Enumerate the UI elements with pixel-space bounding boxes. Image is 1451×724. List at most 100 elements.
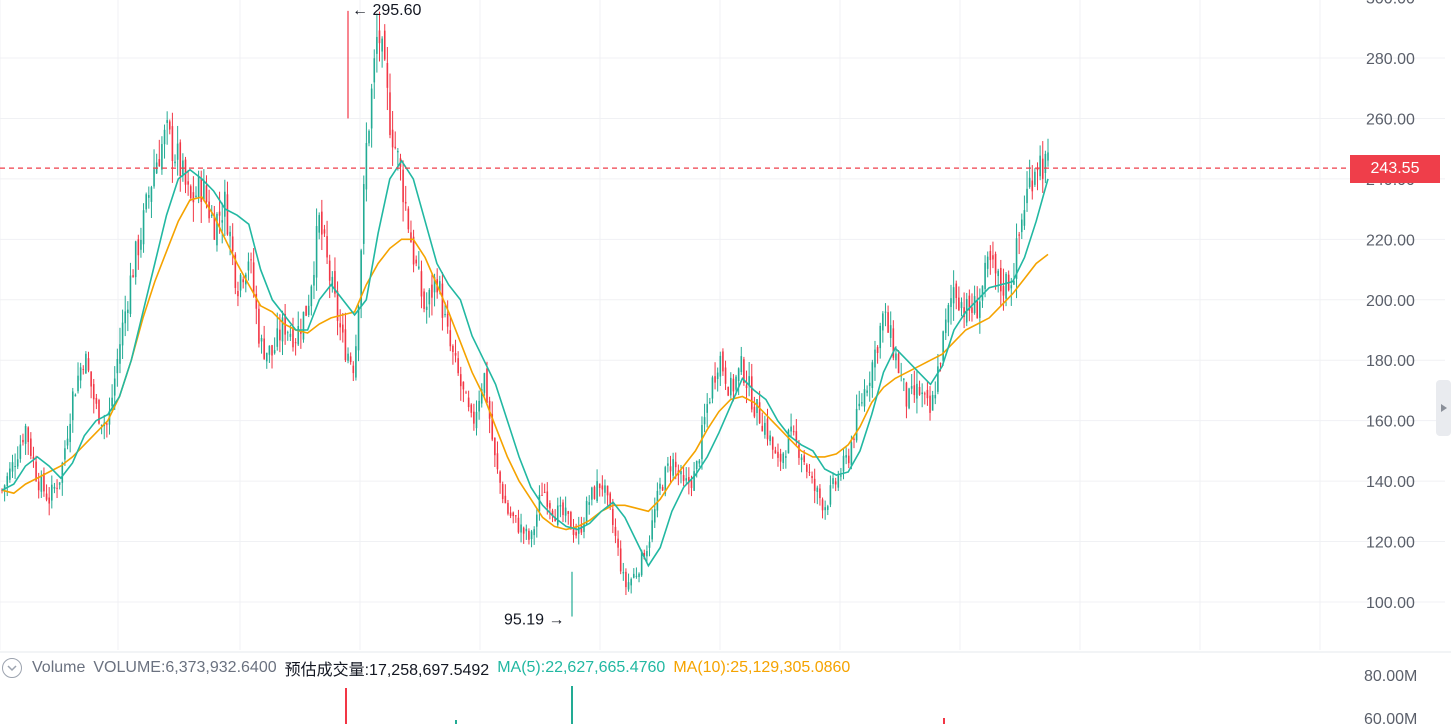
candle-body [803,455,805,463]
candle-body [661,486,664,491]
volume-bar [455,720,457,724]
candle-body [929,395,931,413]
candle-body [986,256,989,269]
candle-body [551,510,554,517]
candle-body [336,291,339,321]
candle-body [680,471,682,475]
candle-body [71,391,74,421]
candle-body [226,194,229,235]
candle-body [937,366,939,392]
candle-body [530,531,533,540]
candle-body [716,372,719,380]
candle-body [124,311,127,324]
candle-body [58,482,61,485]
candle-body [667,463,669,466]
candle-body [580,525,583,533]
candle-body [921,392,923,395]
candle-body [625,571,627,588]
candle-body [1002,286,1005,296]
candle-body [787,429,790,454]
candle-body [279,329,281,341]
candle-body [404,201,407,204]
candle-body [950,298,952,307]
candle-body [800,457,803,460]
candle-body [339,323,341,328]
candle-body [90,371,92,387]
candle-body [955,283,958,299]
scroll-right-handle[interactable] [1436,380,1451,436]
candle-body [323,229,326,234]
candle-body [771,437,774,450]
candle-body [106,423,108,425]
candle-body [499,471,501,483]
candle-body [769,435,771,442]
candle-body [203,180,205,201]
candle-body [431,284,433,298]
candle-body [889,325,892,338]
candle-body [168,121,171,130]
candle-body [389,92,391,136]
candle-body [30,438,32,456]
candle-body [897,353,900,374]
candle-body [942,331,944,361]
candle-body [669,466,672,472]
candle-body [824,507,826,511]
candle-body [764,422,766,435]
candle-body [362,184,365,244]
candle-body [737,368,740,382]
candle-body [321,211,323,235]
candle-body [467,397,470,408]
candle-body [51,484,53,501]
candle-body [218,211,221,216]
candle-body [407,208,410,230]
low-annotation: 95.19 → [504,612,564,629]
candle-body [355,346,357,378]
candle-body [35,461,37,481]
candle-body [237,290,239,297]
candle-body [352,365,355,374]
candle-body [145,194,147,210]
candle-body [604,485,606,493]
candle-body [6,476,9,487]
candle-body [971,307,973,313]
volume-axis[interactable]: 80.00M 60.00M [1364,668,1417,724]
candle-body [231,236,234,252]
candle-body [525,528,528,532]
candle-body [918,386,921,395]
candle-body [617,538,619,548]
candle-body [724,367,727,384]
candle-body [861,402,863,404]
candle-body [197,175,200,198]
candle-body [554,517,556,522]
candle-body [459,374,462,387]
chevron-down-icon[interactable] [2,658,22,678]
candle-body [656,490,659,511]
candle-body [845,455,847,458]
candle-body [593,486,596,499]
candle-body [11,462,14,472]
candle-body [273,350,276,354]
candle-body [37,481,40,491]
candle-body [727,387,729,396]
candle-body [116,359,119,374]
candle-body [543,491,546,493]
candle-body [664,467,667,494]
candle-body [821,499,824,511]
candle-body [454,353,457,356]
candle-body [612,508,614,525]
candle-body [457,358,459,374]
candle-body [195,195,197,198]
candle-body [774,450,777,454]
candle-body [947,305,950,323]
candle-body [250,259,252,261]
candle-body [1023,210,1026,226]
candle-body [328,260,331,281]
candle-body [960,302,963,309]
price-axis[interactable]: 300.00280.00260.00240.00220.00200.00180.… [1366,0,1415,612]
candle-body [887,312,889,333]
candle-body [729,377,732,396]
candle-body [376,36,378,54]
candle-body [307,305,310,315]
candle-body [585,500,588,524]
